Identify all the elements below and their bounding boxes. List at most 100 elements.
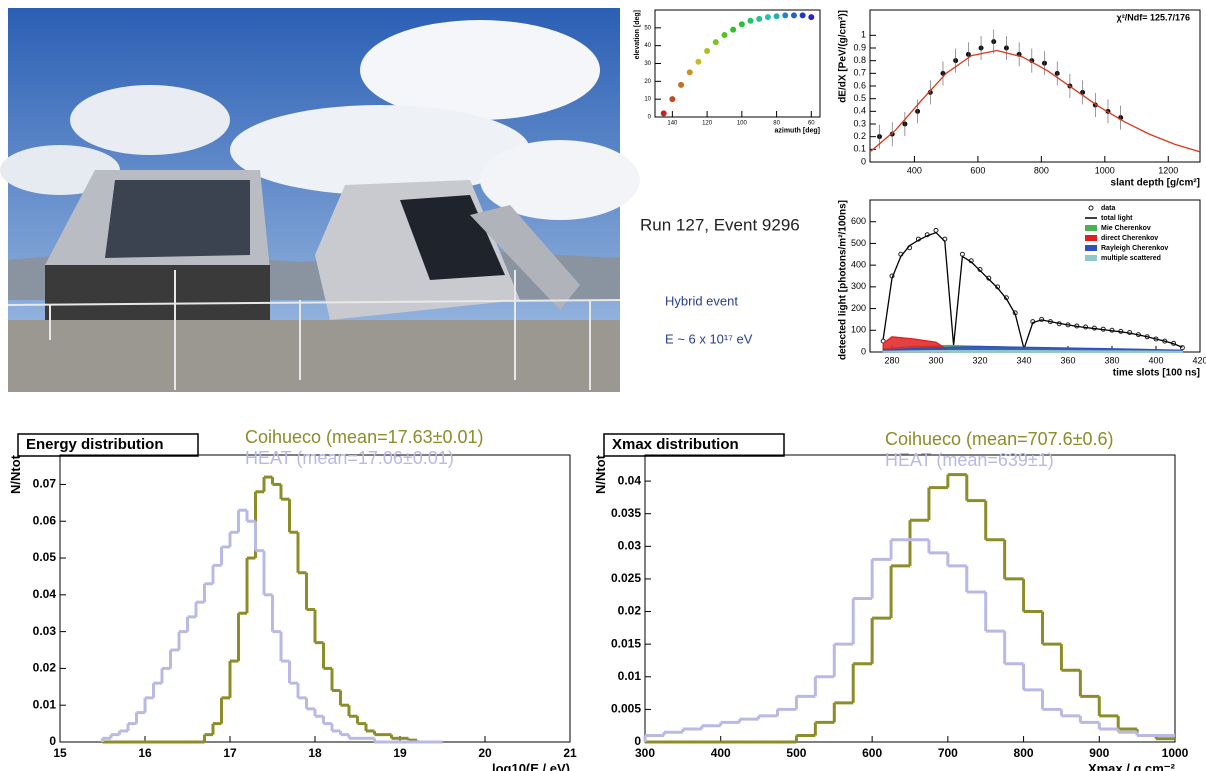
y-axis-label: detected light [photons/m²/100ns] <box>838 200 849 360</box>
x-tick-label: 80 <box>773 121 780 127</box>
y-tick-label: 0.04 <box>33 587 57 601</box>
y-tick-label: 0.015 <box>611 636 641 650</box>
title-box <box>603 433 785 457</box>
y-tick-label: 0.1 <box>853 144 866 154</box>
y-tick-label: 50 <box>644 25 651 31</box>
legend-entry: Coihueco (mean=17.63±0.01) <box>245 427 484 447</box>
y-axis-label: N/Ntot <box>593 454 608 494</box>
data-point <box>1039 316 1045 322</box>
y-tick-label: 0.01 <box>33 697 57 711</box>
y-tick-label: 0.7 <box>853 68 866 78</box>
y-axis-label: N/Ntot <box>8 454 23 494</box>
y-tick-label: 300 <box>851 281 866 291</box>
y-tick-label: 0.2 <box>853 131 866 141</box>
y-tick-label: 0.8 <box>853 55 866 65</box>
x-tick-label: 18 <box>308 746 322 760</box>
energy-label: E ~ 6 x 10¹⁷ eV <box>665 331 753 346</box>
y-tick-label: 0.005 <box>611 702 641 716</box>
x-tick-label: 21 <box>563 746 577 760</box>
y-tick-label: 500 <box>851 238 866 248</box>
data-point <box>790 12 797 19</box>
y-tick-label: 0.4 <box>853 106 866 116</box>
x-tick-label: 19 <box>393 746 407 760</box>
x-tick-label: 100 <box>737 121 748 127</box>
x-tick-label: 380 <box>1104 355 1119 365</box>
data-point <box>660 110 667 117</box>
x-tick-label: 60 <box>808 121 815 127</box>
y-tick-label: 0 <box>634 734 641 748</box>
x-tick-label: 320 <box>972 355 987 365</box>
data-point <box>747 17 754 24</box>
line <box>869 49 1201 153</box>
x-tick-label: 1000 <box>1095 165 1115 175</box>
legend-entry: direct Cherenkov <box>1101 235 1158 242</box>
plot-frame <box>59 454 571 743</box>
plot-frame <box>644 454 1176 743</box>
chart-title: Xmax distribution <box>612 436 739 453</box>
data-point <box>669 96 676 103</box>
legend-entry: Rayleigh Cherenkov <box>1101 245 1168 252</box>
legend-entry: total light <box>1101 215 1133 222</box>
data-point <box>799 12 806 19</box>
x-axis-label: slant depth [g/cm²] <box>1111 177 1200 188</box>
y-tick-label: 0.03 <box>618 538 642 552</box>
y-tick-label: 0 <box>861 156 866 166</box>
legend-swatch <box>1085 255 1097 261</box>
data-point <box>730 26 737 33</box>
y-tick-label: 0.9 <box>853 42 866 52</box>
chart-title: Energy distribution <box>26 436 164 453</box>
y-tick-label: 0.05 <box>33 550 57 564</box>
x-tick-label: 400 <box>1148 355 1163 365</box>
y-tick-label: 0.06 <box>33 513 57 527</box>
legend-entry: Coihueco (mean=707.6±0.6) <box>885 429 1114 449</box>
annotation: χ²/Ndf= 125.7/176 <box>1117 12 1190 22</box>
data-point <box>678 81 685 88</box>
title-box <box>17 433 199 457</box>
data-point <box>686 69 693 76</box>
x-tick-label: 400 <box>907 165 922 175</box>
y-tick-label: 400 <box>851 260 866 270</box>
legend-entry: data <box>1101 205 1116 212</box>
x-tick-label: 16 <box>138 746 152 760</box>
x-tick-label: 280 <box>884 355 899 365</box>
x-tick-label: 700 <box>938 746 958 760</box>
y-tick-label: 1 <box>861 30 866 40</box>
y-tick-label: 0 <box>648 115 652 121</box>
y-tick-label: 600 <box>851 216 866 226</box>
y-tick-label: 30 <box>644 61 651 67</box>
x-tick-label: 300 <box>928 355 943 365</box>
data-point <box>756 15 763 22</box>
x-tick-label: 600 <box>970 165 985 175</box>
data-point <box>808 14 815 21</box>
data-point <box>738 21 745 28</box>
x-tick-label: 20 <box>478 746 492 760</box>
data-point <box>721 31 728 38</box>
x-tick-label: 900 <box>1089 746 1109 760</box>
x-tick-label: 340 <box>1016 355 1031 365</box>
data-point <box>764 14 771 21</box>
y-tick-label: 0.03 <box>33 624 57 638</box>
x-tick-label: 400 <box>711 746 731 760</box>
y-tick-label: 0.3 <box>853 118 866 128</box>
x-tick-label: 1200 <box>1158 165 1178 175</box>
y-tick-label: 0.01 <box>618 669 642 683</box>
plot-frame <box>654 9 821 118</box>
x-tick-label: 800 <box>1034 165 1049 175</box>
x-tick-label: 17 <box>223 746 237 760</box>
x-tick-label: 800 <box>1014 746 1034 760</box>
data-point <box>712 39 719 46</box>
y-tick-label: 20 <box>644 79 651 85</box>
y-tick-label: 0.02 <box>618 604 642 618</box>
legend-entry: HEAT (mean=639±1) <box>885 450 1054 470</box>
y-tick-label: 0.04 <box>618 473 642 487</box>
y-tick-label: 0.02 <box>33 661 57 675</box>
hybrid-label: Hybrid event <box>665 293 738 308</box>
x-axis-label: azimuth [deg] <box>775 128 821 135</box>
data-point <box>704 48 711 55</box>
x-tick-label: 120 <box>702 121 713 127</box>
data-point <box>959 251 965 257</box>
y-tick-label: 0.035 <box>611 506 641 520</box>
line <box>882 231 1183 352</box>
legend-entry: multiple scattered <box>1101 255 1161 262</box>
legend-swatch <box>1085 225 1097 231</box>
